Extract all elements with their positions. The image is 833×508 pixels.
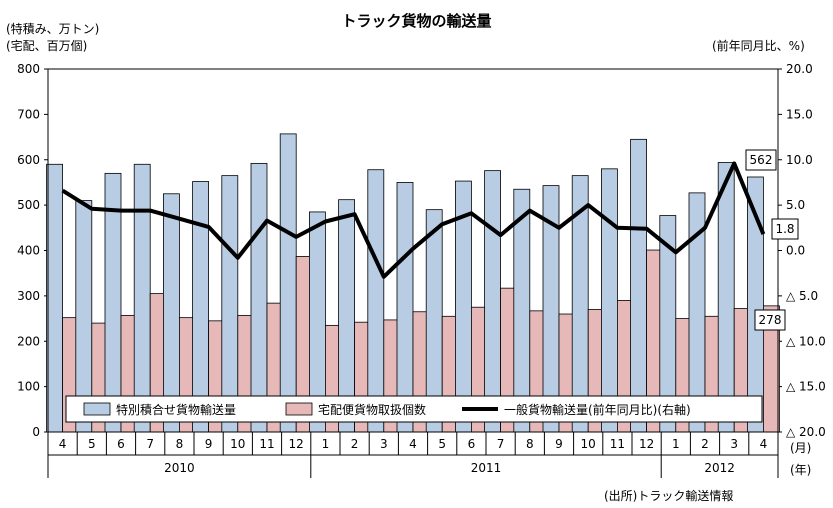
data-label-text: 562: [750, 153, 773, 167]
month-label: 9: [205, 437, 213, 451]
data-label-box: [745, 149, 777, 171]
right-tick-label: △ 5.0: [786, 289, 818, 303]
data-label-text: 1.8: [775, 222, 794, 236]
x-unit-month: (月): [790, 441, 811, 455]
month-label: 7: [146, 437, 154, 451]
right-axis-unit: (前年同月比、%): [712, 39, 805, 53]
month-label: 5: [88, 437, 96, 451]
data-label-box: [754, 309, 786, 331]
bar-tokusekiai: [601, 168, 618, 433]
month-label: 8: [526, 437, 534, 451]
right-tick-label: 10.0: [786, 153, 813, 167]
month-label: 4: [760, 437, 768, 451]
chart-title: トラック貨物の輸送量: [341, 12, 492, 30]
month-label: 8: [176, 437, 184, 451]
data-label-text: 278: [759, 313, 782, 327]
left-tick-label: 600: [17, 153, 40, 167]
bar-tokusekiai: [396, 182, 414, 433]
left-axis: 0 100 200 300 400 500 600 700 800: [17, 62, 48, 439]
month-label: 10: [230, 437, 245, 451]
bar-tokusekiai: [367, 169, 385, 433]
left-tick-label: 100: [17, 380, 40, 394]
left-tick-label: 300: [17, 289, 40, 303]
right-tick-label: △ 20.0: [786, 425, 826, 439]
month-label: 7: [497, 437, 505, 451]
legend-box: [65, 395, 763, 423]
legend-label-ippan: 一般貨物輸送量(前年同月比)(右軸): [504, 402, 691, 417]
month-label: 12: [289, 437, 304, 451]
month-label: 3: [730, 437, 738, 451]
legend: 特別積合せ貨物輸送量 宅配便貨物取扱個数 一般貨物輸送量(前年同月比)(右軸): [65, 395, 763, 423]
month-label: 4: [409, 437, 417, 451]
month-label: 6: [468, 437, 476, 451]
right-tick-label: △ 15.0: [786, 380, 826, 394]
month-label: 6: [117, 437, 125, 451]
data-label-box: [771, 218, 799, 240]
bar-tokusekiai: [192, 181, 210, 433]
month-label: 5: [438, 437, 446, 451]
bar-tokusekiai: [717, 162, 735, 433]
left-tick-label: 400: [17, 244, 40, 258]
right-axis: 20.0 15.0 10.0 5.0 0.0 △ 5.0 △ 10.0 △ 15.0 △ 20.…: [778, 62, 826, 439]
plot-frame: [47, 68, 779, 433]
line-ippan-kamotsu-yoy: [61, 161, 766, 279]
bar-tokusekiai: [630, 138, 647, 433]
legend-label-takuhai: 宅配便貨物取扱個数: [318, 402, 426, 417]
left-tick-label: 0: [32, 425, 40, 439]
month-label: 2: [701, 437, 709, 451]
month-label: 4: [59, 437, 67, 451]
source-note: (出所)トラック輸送情報: [604, 489, 734, 503]
right-tick-label: 20.0: [786, 62, 813, 76]
month-label: 3: [380, 437, 388, 451]
legend-swatch-tokusekiai: [83, 402, 111, 416]
year-label: 2010: [164, 461, 195, 475]
month-label: 9: [555, 437, 563, 451]
year-label: 2011: [471, 461, 502, 475]
left-tick-label: 700: [17, 107, 40, 121]
bar-tokusekiai: [484, 170, 502, 433]
legend-swatch-takuhai: [285, 402, 313, 416]
right-tick-label: △ 10.0: [786, 334, 826, 348]
data-labels: 562 278 1.8: [745, 149, 799, 331]
left-tick-label: 800: [17, 62, 40, 76]
bar-tokusekiai: [46, 163, 63, 433]
left-axis-unit-line-2: (宅配、百万個): [6, 39, 88, 53]
month-label: 1: [322, 437, 330, 451]
month-label: 2: [351, 437, 359, 451]
month-label: 11: [259, 437, 274, 451]
bar-tokusekiai: [279, 133, 297, 433]
right-tick-label: 5.0: [786, 198, 805, 212]
left-tick-label: 200: [17, 334, 40, 348]
month-label: 10: [581, 437, 596, 451]
year-label: 2012: [704, 461, 735, 475]
month-label: 1: [672, 437, 680, 451]
bar-tokusekiai: [221, 175, 239, 433]
left-tick-label: 500: [17, 198, 40, 212]
right-tick-label: 0.0: [786, 244, 805, 258]
bar-series-group: [46, 133, 780, 433]
left-axis-unit-line-1: (特積み、万トン): [6, 22, 100, 36]
plot-border: [47, 68, 779, 433]
bar-tokusekiai: [250, 162, 268, 433]
month-label: 11: [610, 437, 625, 451]
bar-tokusekiai: [133, 163, 151, 433]
legend-label-tokusekiai: 特別積合せ貨物輸送量: [116, 402, 236, 417]
line-series-group: [61, 161, 766, 279]
right-tick-label: 15.0: [786, 107, 813, 121]
month-label: 12: [639, 437, 654, 451]
x-unit-year: (年): [790, 463, 811, 477]
